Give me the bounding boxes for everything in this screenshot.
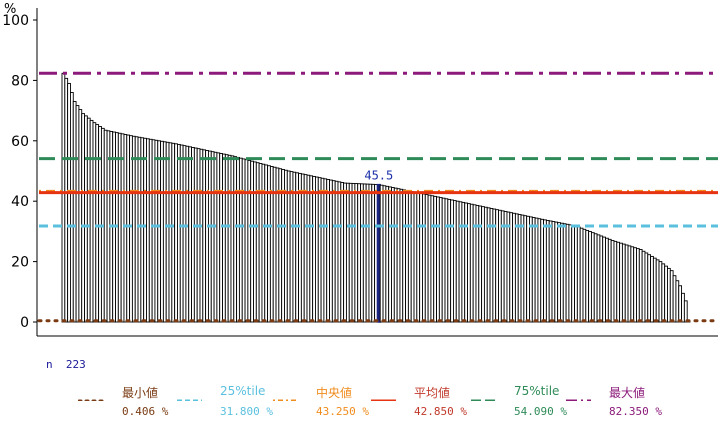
y-tick-label: 20 — [11, 255, 29, 271]
y-tick-label: 100 — [2, 13, 29, 29]
legend-swatch-min — [78, 399, 104, 401]
legend-value-mean: 42.850 % — [414, 405, 467, 418]
legend-value-p25: 31.800 % — [220, 405, 273, 418]
legend-value-p75: 54.090 % — [514, 405, 567, 418]
y-axis-label: % — [4, 2, 17, 17]
legend-value-max: 82.350 % — [609, 405, 662, 418]
highlight-value-label: 45.5 — [364, 169, 393, 183]
legend-swatch-mean — [371, 399, 396, 401]
legend-label-p75: 75%tile — [514, 384, 560, 398]
legend-label-max: 最大値 — [609, 386, 646, 400]
sample-count: n 223 — [46, 358, 86, 371]
legend-swatch-p75 — [471, 399, 496, 401]
legend-label-p25: 25%tile — [220, 384, 266, 398]
legend-label-median: 中央値 — [316, 386, 353, 400]
y-tick-label: 40 — [11, 194, 29, 210]
legend-value-min: 0.406 % — [122, 405, 169, 418]
y-tick-label: 80 — [11, 73, 29, 89]
y-tick-label: 0 — [20, 315, 29, 331]
bar — [683, 300, 688, 323]
legend-swatch-median — [273, 399, 298, 401]
legend-label-min: 最小値 — [122, 386, 159, 400]
legend-label-mean: 平均値 — [414, 386, 451, 400]
sample-count-label: n — [46, 358, 53, 371]
legend-swatch-max — [566, 399, 591, 401]
legend-swatch-p25 — [177, 399, 202, 401]
legend-value-median: 43.250 % — [316, 405, 369, 418]
y-tick-label: 60 — [11, 134, 29, 150]
sample-count-value: 223 — [65, 358, 86, 371]
